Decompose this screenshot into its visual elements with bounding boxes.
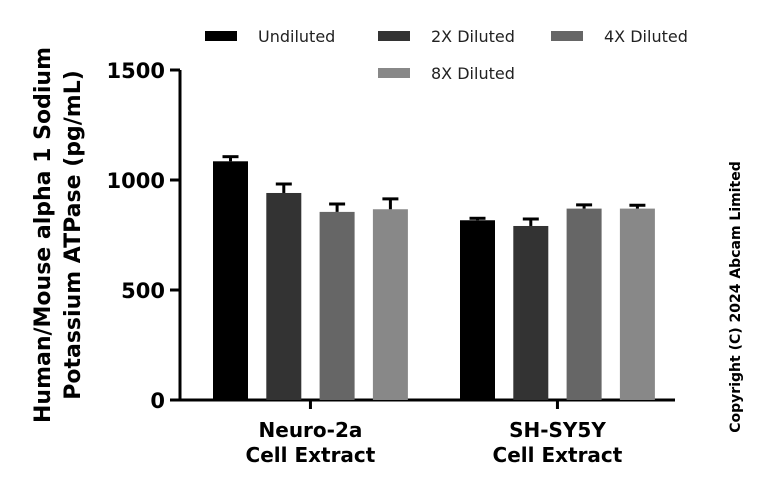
bars <box>213 155 655 400</box>
legend-label: Undiluted <box>258 27 335 46</box>
y-axis-label-line1: Human/Mouse alpha 1 Sodium <box>31 47 56 423</box>
y-tick-label: 1000 <box>107 169 165 193</box>
copyright: Copyright (C) 2024 Abcam Limited <box>728 161 744 432</box>
bar <box>213 161 248 400</box>
legend-swatch <box>551 31 583 41</box>
bar <box>619 208 655 400</box>
x-tick-label: Cell Extract <box>493 443 623 467</box>
bar <box>566 208 602 400</box>
bar <box>319 211 355 400</box>
legend-swatch <box>378 68 410 78</box>
bar <box>372 209 408 400</box>
y-tick-label: 1500 <box>107 59 165 83</box>
bar <box>460 220 495 400</box>
legend-swatch <box>205 31 237 41</box>
y-axis-label-line2: Potassium ATPase (pg/mL) <box>61 70 86 400</box>
bar <box>266 192 302 400</box>
y-tick-label: 500 <box>121 279 165 303</box>
legend-label: 2X Diluted <box>431 27 515 46</box>
x-tick-label: SH-SY5Y <box>509 418 606 442</box>
legend-swatch <box>378 31 410 41</box>
x-tick-label: Neuro-2a <box>259 418 363 442</box>
x-tick-label: Cell Extract <box>246 443 376 467</box>
y-tick-label: 0 <box>150 389 165 413</box>
legend-label: 8X Diluted <box>431 64 515 83</box>
legend: Undiluted 2X Diluted 4X Diluted 8X Diluted <box>205 27 688 83</box>
bar <box>513 225 549 400</box>
legend-label: 4X Diluted <box>604 27 688 46</box>
